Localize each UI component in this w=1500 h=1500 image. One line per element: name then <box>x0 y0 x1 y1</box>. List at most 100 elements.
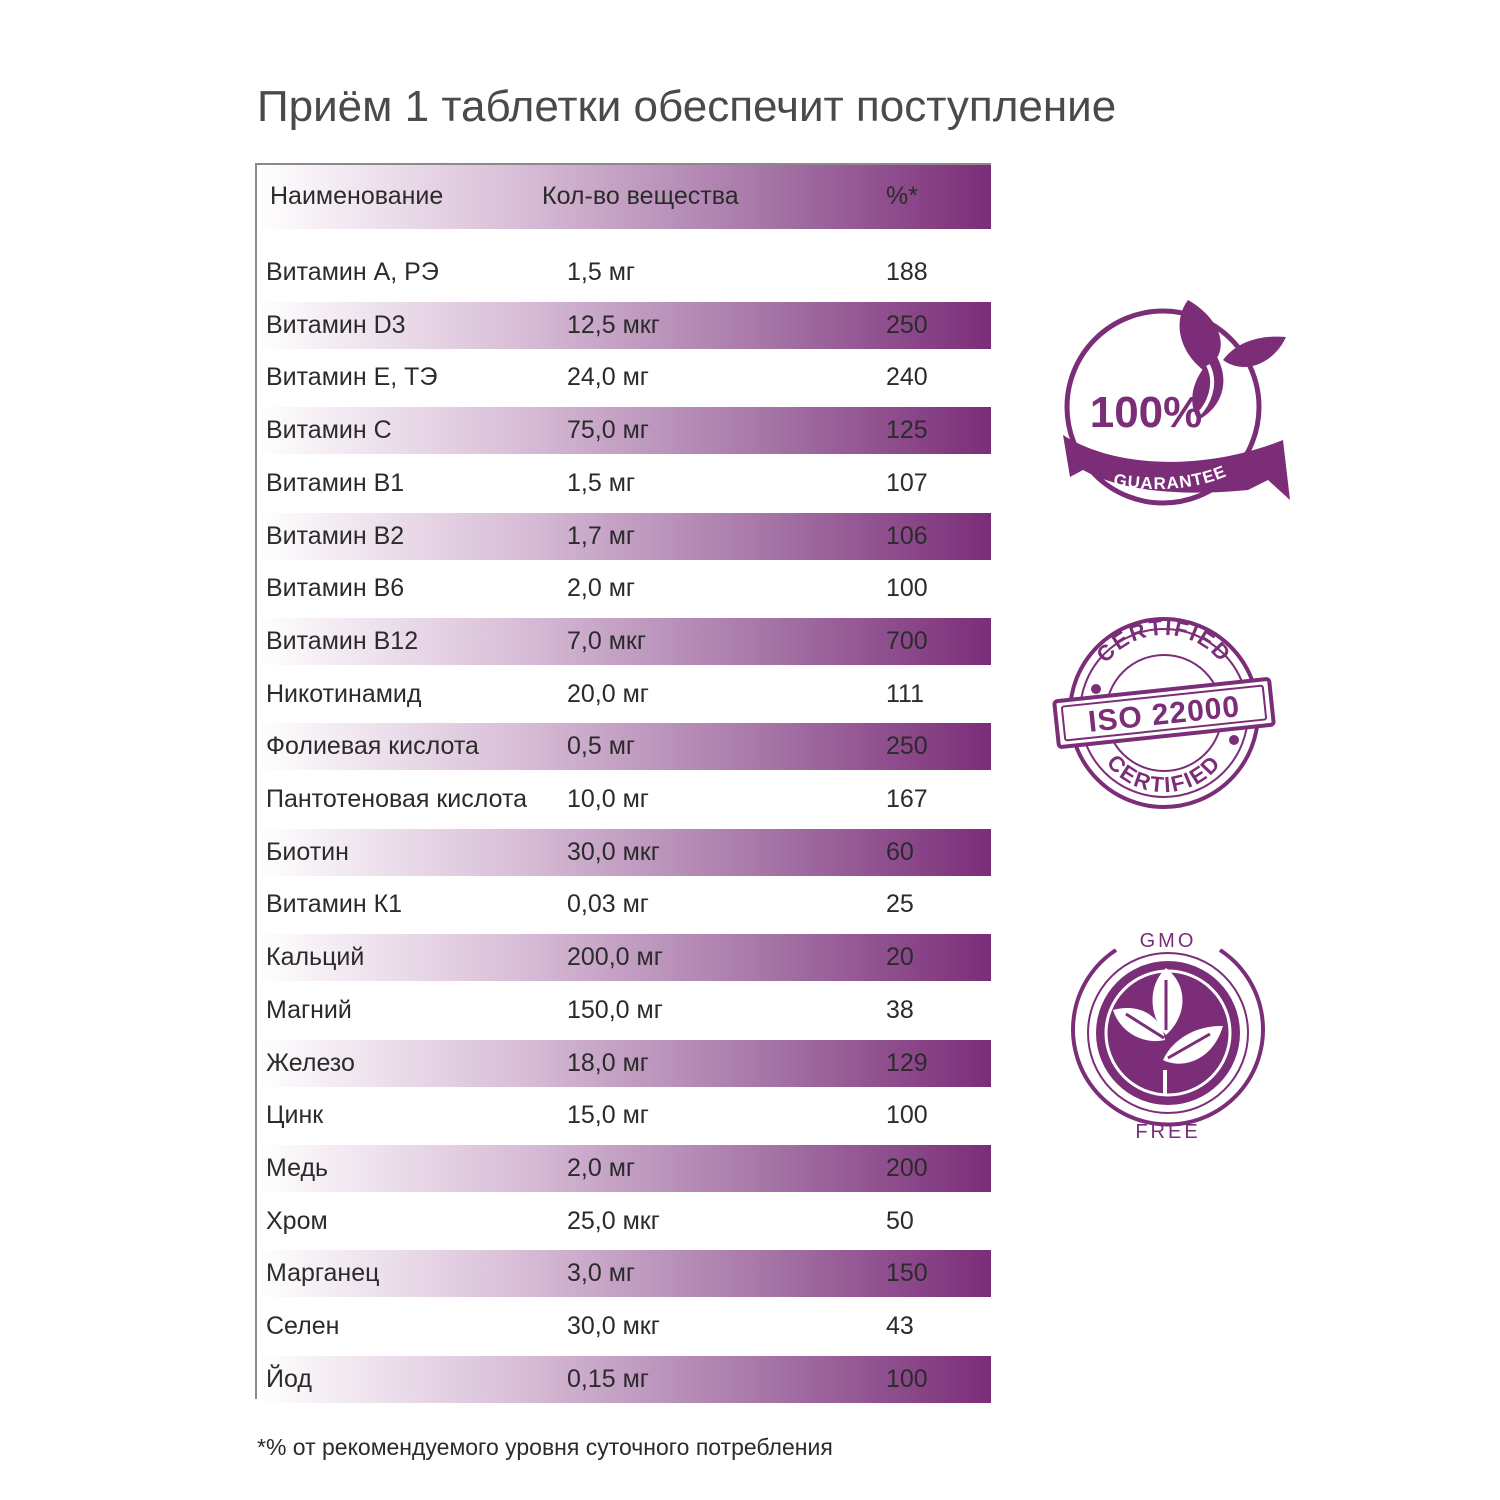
nutrient-percent: 25 <box>886 890 914 919</box>
nutrient-percent: 700 <box>886 626 928 655</box>
page-title: Приём 1 таблетки обеспечит поступление <box>257 82 1117 131</box>
nutrient-name: Медь <box>266 1153 329 1182</box>
nutrient-name: Селен <box>266 1312 340 1340</box>
nutrient-amount: 1,5 мг <box>567 258 636 286</box>
nutrient-name: Никотинамид <box>266 679 422 708</box>
nutrient-amount: 7,0 мкг <box>567 626 646 655</box>
nutrient-percent: 200 <box>886 1153 928 1182</box>
nutrient-amount: 25,0 мкг <box>567 1206 660 1235</box>
nutrient-name: Витамин В1 <box>266 468 405 497</box>
nutrient-amount: 0,03 мг <box>567 890 649 919</box>
table-row: Витамин А, РЭ 1,5 мг 188 <box>257 249 991 296</box>
table-row: Пантотеновая кислота 10,0 мг 167 <box>257 776 991 823</box>
nutrient-amount: 20,0 мг <box>567 679 649 708</box>
nutrient-amount: 18,0 мг <box>567 1048 649 1077</box>
nutrient-amount: 15,0 мг <box>567 1101 649 1130</box>
table-row: Медь 2,0 мг 200 <box>257 1144 991 1192</box>
table-row: Витамин D3 12,5 мкг 250 <box>257 301 991 349</box>
nutrient-name: Кальций <box>266 943 365 972</box>
table-row: Витамин В6 2,0 мг 100 <box>257 565 991 612</box>
nutrient-percent: 250 <box>886 732 928 761</box>
gmo-text: GMO <box>1140 930 1197 952</box>
table-row: Магний 150,0 мг 38 <box>257 987 991 1034</box>
nutrient-percent: 100 <box>886 1101 928 1130</box>
nutrient-percent: 167 <box>886 785 928 813</box>
table-row: Селен 30,0 мкг 43 <box>257 1303 991 1350</box>
nutrient-table: Наименование Кол-во вещества %* Витамин … <box>255 163 991 1403</box>
header-name: Наименование <box>270 182 444 210</box>
nutrient-percent: 50 <box>886 1206 914 1235</box>
nutrient-percent: 150 <box>886 1259 928 1288</box>
nutrient-amount: 10,0 мг <box>567 785 649 813</box>
nutrient-percent: 240 <box>886 363 928 392</box>
nutrient-name: Витамин С <box>266 416 392 445</box>
nutrient-name: Хром <box>266 1206 328 1235</box>
table-row: Фолиевая кислота 0,5 мг 250 <box>257 723 991 771</box>
table-row: Хром 25,0 мкг 50 <box>257 1198 991 1245</box>
nutrient-name: Витамин А, РЭ <box>266 258 439 286</box>
nutrient-name: Витамин В12 <box>266 626 419 655</box>
guarantee-ring <box>1064 308 1262 506</box>
nutrient-amount: 150,0 мг <box>567 995 663 1024</box>
nutrient-amount: 2,0 мг <box>567 1153 636 1182</box>
nutrient-amount: 30,0 мкг <box>567 1312 660 1340</box>
nutrient-name: Витамин D3 <box>266 310 406 339</box>
iso-bottom-text: CERTIFIED <box>1102 750 1226 798</box>
table-row: Биотин 30,0 мкг 60 <box>257 828 991 876</box>
nutrient-name: Витамин К1 <box>266 890 403 919</box>
nutrient-percent: 20 <box>886 943 914 972</box>
nutrient-amount: 0,15 мг <box>567 1364 649 1393</box>
nutrient-percent: 100 <box>886 1364 928 1393</box>
guarantee-badge: 100% GUARANTEE <box>1063 300 1290 506</box>
iso-band: ISO 22000 <box>1052 677 1276 749</box>
nutrient-amount: 3,0 мг <box>567 1259 636 1288</box>
nutrient-amount: 30,0 мкг <box>567 837 660 866</box>
nutrient-amount: 1,7 мг <box>567 521 636 550</box>
nutrient-percent: 106 <box>886 521 928 550</box>
table-row: Никотинамид 20,0 мг 111 <box>257 671 991 718</box>
footnote: *% от рекомендуемого уровня суточного по… <box>257 1434 833 1460</box>
nutrient-percent: 43 <box>886 1312 914 1340</box>
table-row: Витамин В12 7,0 мкг 700 <box>257 617 991 665</box>
table-row: Цинк 15,0 мг 100 <box>257 1092 991 1139</box>
nutrient-percent: 60 <box>886 837 914 866</box>
table-row: Витамин В1 1,5 мг 107 <box>257 460 991 507</box>
table-header: Наименование Кол-во вещества %* <box>257 165 991 229</box>
table-row: Витамин В2 1,7 мг 106 <box>257 512 991 560</box>
nutrient-name: Витамин В6 <box>266 574 405 603</box>
table-row: Витамин К1 0,03 мг 25 <box>257 881 991 928</box>
nutrient-name: Пантотеновая кислота <box>266 785 528 813</box>
nutrient-amount: 75,0 мг <box>567 416 649 445</box>
nutrient-percent: 188 <box>886 258 928 286</box>
nutrient-amount: 2,0 мг <box>567 574 636 603</box>
nutrient-percent: 129 <box>886 1048 928 1077</box>
nutrient-percent: 125 <box>886 416 928 445</box>
nutrient-name: Марганец <box>266 1259 380 1288</box>
table-row: Витамин Е, ТЭ 24,0 мг 240 <box>257 354 991 401</box>
nutrient-name: Биотин <box>266 837 349 866</box>
nutrient-percent: 107 <box>886 468 928 497</box>
nutrient-percent: 250 <box>886 310 928 339</box>
nutrient-percent: 38 <box>886 995 914 1024</box>
iso-badge: CERTIFIED CERTIFIED ISO 22000 <box>1052 615 1276 809</box>
gmo-free-badge: GMO FREE <box>1071 930 1265 1140</box>
nutrient-percent: 111 <box>886 679 925 708</box>
header-percent: %* <box>886 182 918 210</box>
iso-top-text: CERTIFIED <box>1091 615 1237 668</box>
nutrient-name: Витамин В2 <box>266 521 405 550</box>
nutrient-name: Магний <box>266 995 352 1024</box>
table-row: Йод 0,15 мг 100 <box>257 1355 991 1403</box>
free-text: FREE <box>1135 1121 1200 1140</box>
guarantee-ribbon <box>1063 435 1290 500</box>
table-row: Марганец 3,0 мг 150 <box>257 1250 991 1298</box>
table-row: Железо 18,0 мг 129 <box>257 1039 991 1087</box>
nutrient-name: Железо <box>266 1048 355 1077</box>
nutrient-amount: 24,0 мг <box>567 363 649 392</box>
table-row: Кальций 200,0 мг 20 <box>257 934 991 982</box>
nutrient-percent: 100 <box>886 574 928 603</box>
nutrient-name: Йод <box>266 1364 312 1393</box>
nutrient-amount: 12,5 мкг <box>567 310 660 339</box>
header-amount: Кол-во вещества <box>542 182 739 210</box>
leaf-icon <box>1179 300 1286 420</box>
nutrient-amount: 200,0 мг <box>567 943 663 972</box>
